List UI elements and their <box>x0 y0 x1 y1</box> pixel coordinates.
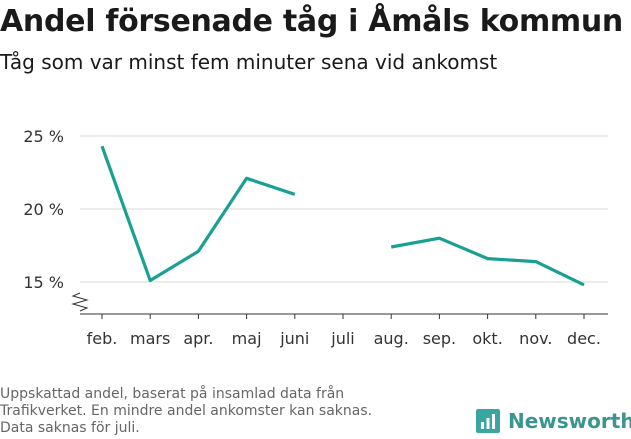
chart-title: Andel försenade tåg i Åmåls kommun <box>0 4 623 39</box>
footnote: Uppskattad andel, baserat på insamlad da… <box>0 386 460 437</box>
newsworthy-logo: Newsworthy <box>476 409 631 433</box>
x-tick-label: sep. <box>423 329 456 348</box>
axis-break-icon <box>71 292 89 312</box>
line-chart: 15 % 20 % 25 % feb. mars apr. maj juni juli aug.… <box>23 127 608 348</box>
brand-name: Newsworthy <box>508 409 631 433</box>
y-axis-tick-labels: 15 % 20 % 25 % <box>23 127 64 292</box>
x-axis-tick-labels: feb. mars apr. maj juni juli aug. sep. okt. nov. d… <box>87 314 601 348</box>
footnote-line: Uppskattad andel, baserat på insamlad da… <box>0 386 345 402</box>
x-tick-label: aug. <box>374 329 409 348</box>
y-tick-label: 15 % <box>23 273 64 292</box>
x-tick-label: apr. <box>183 329 213 348</box>
x-tick-label: juli <box>330 329 354 348</box>
series-line <box>390 236 585 287</box>
x-tick-label: maj <box>232 329 262 348</box>
x-tick-label: okt. <box>472 329 502 348</box>
x-tick-label: feb. <box>87 329 118 348</box>
y-tick-label: 25 % <box>23 127 64 146</box>
bar-chart-icon <box>476 409 500 433</box>
footnote-line: Trafikverket. En mindre andel ankomster … <box>0 403 373 419</box>
x-tick-label: juni <box>279 329 309 348</box>
x-tick-label: mars <box>130 329 170 348</box>
series-line <box>100 145 296 283</box>
y-tick-label: 20 % <box>23 200 64 219</box>
gridlines <box>80 135 608 283</box>
series-lines <box>100 145 585 287</box>
x-axis <box>71 292 608 315</box>
chart-subtitle: Tåg som var minst fem minuter sena vid a… <box>0 50 498 74</box>
x-tick-label: dec. <box>567 329 601 348</box>
x-tick-label: nov. <box>519 329 552 348</box>
footnote-line: Data saknas för juli. <box>0 420 140 436</box>
